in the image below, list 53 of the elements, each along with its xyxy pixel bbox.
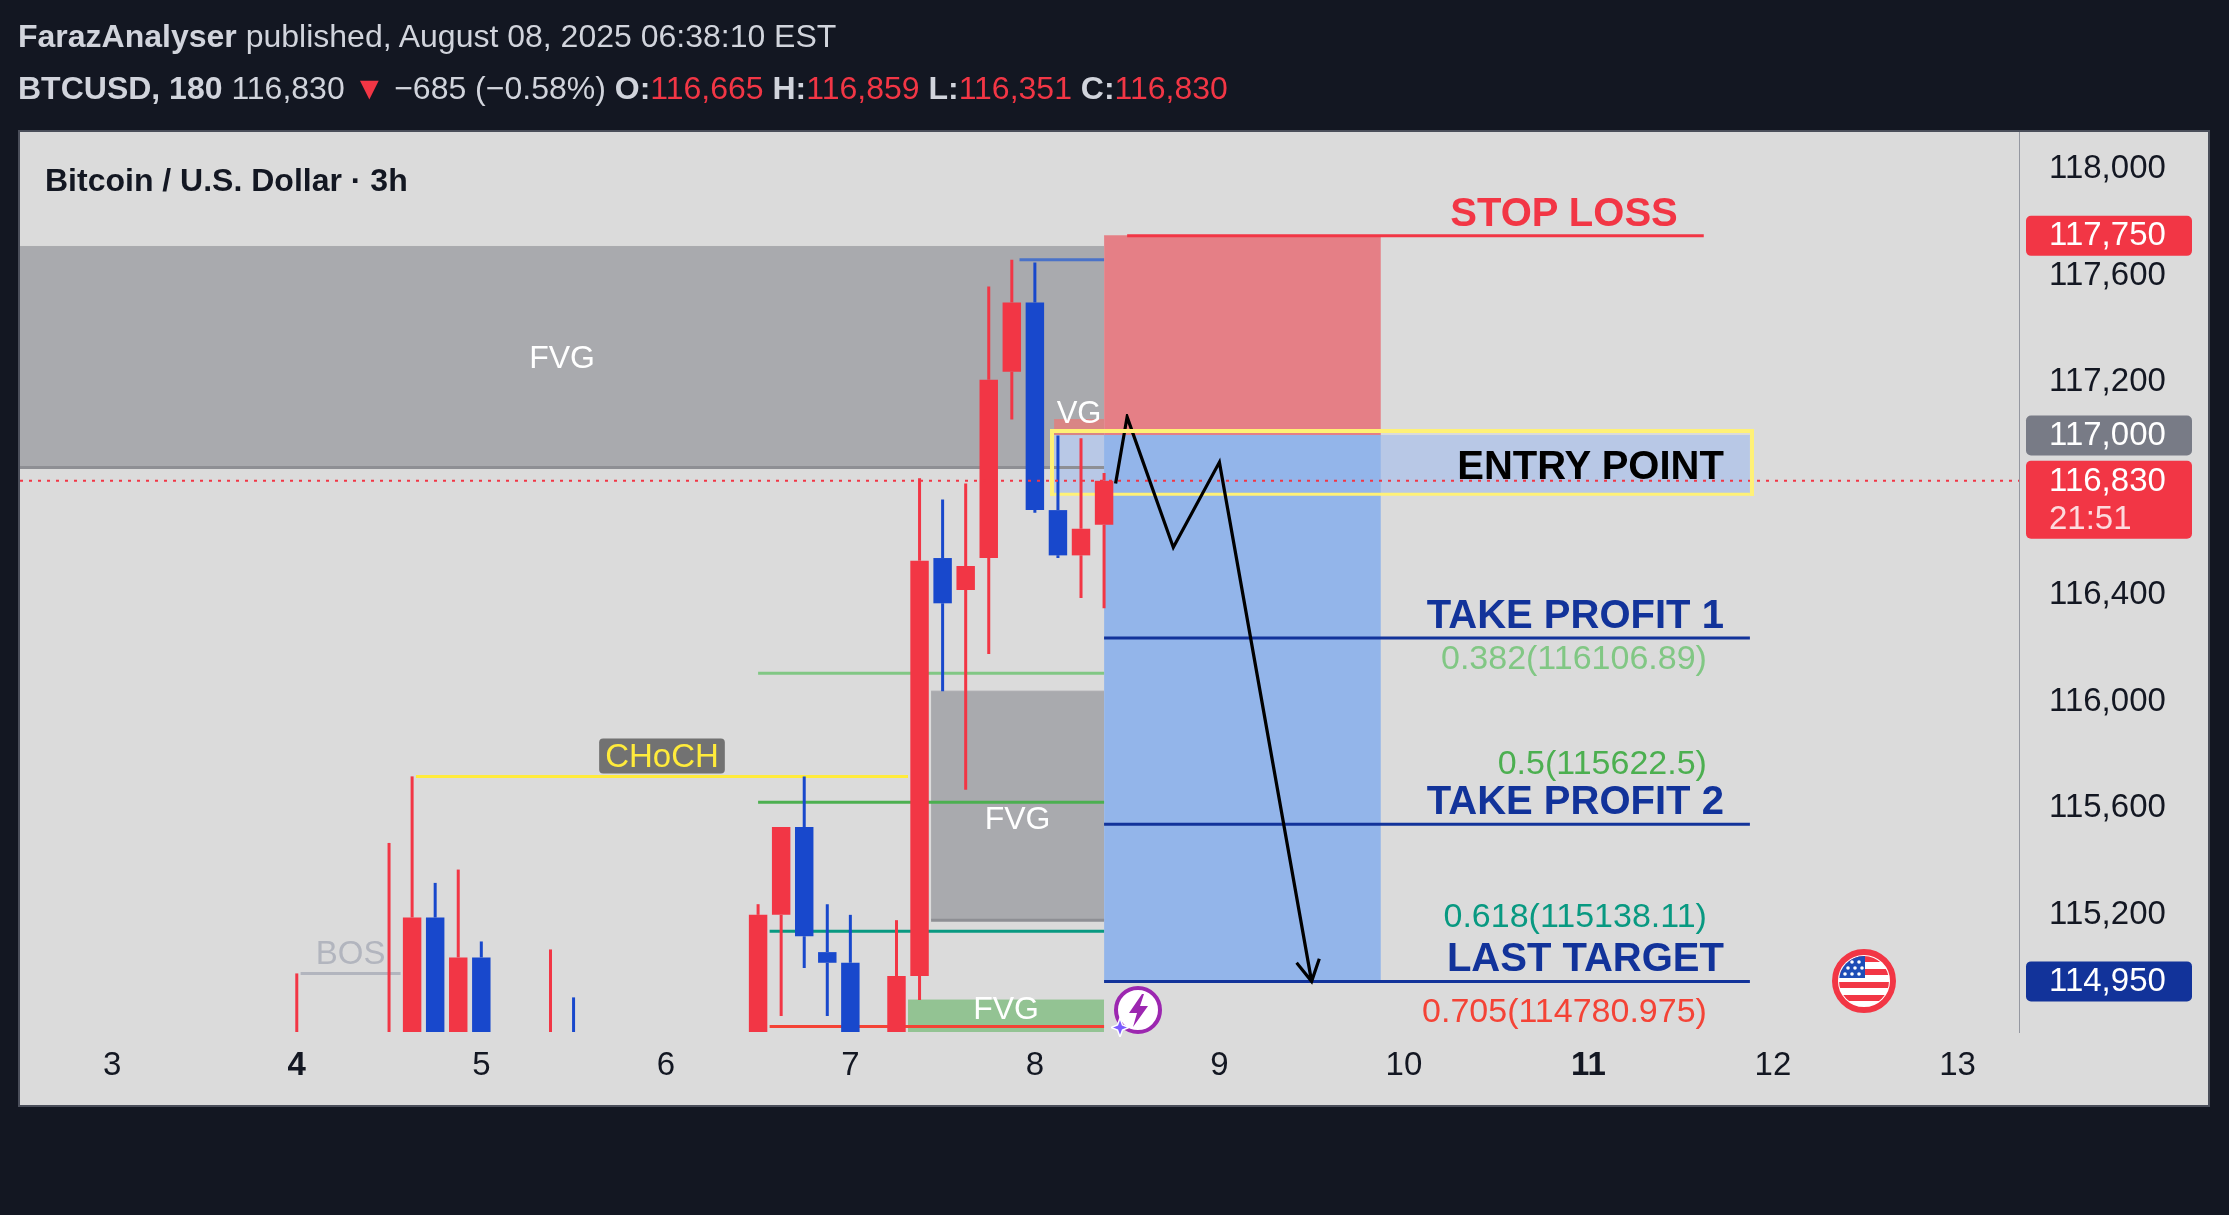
series-label: FVG (984, 799, 1051, 836)
candlestick (841, 914, 860, 1032)
y-tick-label: 116,400 (2049, 574, 2166, 612)
x-tick-label: 8 (1025, 1044, 1045, 1082)
candlestick (1025, 262, 1045, 513)
candlestick (795, 776, 814, 969)
candlestick (887, 920, 906, 1032)
x-tick-label: 12 (1754, 1044, 1792, 1082)
candlestick (1002, 259, 1022, 420)
candlestick (771, 826, 791, 1017)
text: Bitcoin / U.S. Dollar · 3h (45, 162, 408, 199)
candlestick (472, 941, 491, 1032)
text: 0.5(115622.5) (1497, 743, 1707, 782)
x-tick-label: 10 (1385, 1044, 1423, 1082)
ref-line-label: 116,830 (2049, 460, 2166, 498)
x-tick-label: 11 (1571, 1044, 1606, 1082)
x-tick-label: 13 (1939, 1044, 1976, 1082)
y-tick-label: 117,750 (2049, 214, 2166, 252)
series-label: ENTRY POINT (1457, 442, 1724, 487)
series-label: LAST TARGET (1446, 935, 1724, 980)
x-tick-label: 9 (1210, 1044, 1229, 1082)
y-tick-label: 117,200 (2049, 361, 2166, 399)
candlestick (402, 776, 422, 1032)
y-tick-label: 114,950 (2049, 960, 2166, 998)
candlestick (748, 904, 768, 1032)
series-label: TAKE PROFIT 1 (1426, 591, 1724, 636)
series-label: FVG (529, 339, 595, 375)
x-tick-label: 4 (287, 1044, 307, 1082)
x-tick-label: 5 (472, 1044, 491, 1082)
candlestick (425, 882, 445, 1032)
y-tick-label: 115,600 (2049, 787, 2166, 825)
candlestick (933, 499, 952, 692)
x-tick-label: 3 (103, 1044, 122, 1082)
y-tick-label: 115,200 (2049, 893, 2166, 931)
candlestick (1048, 435, 1068, 559)
series-label: FVG (973, 990, 1039, 1027)
x-tick-label: 7 (841, 1044, 860, 1082)
text: FarazAnalyser published, August 08, 2025 06:38:10 EST (18, 18, 837, 54)
text: 21:51 (2049, 498, 2132, 536)
y-tick-label: 117,000 (2049, 414, 2166, 452)
series-label: VG (1056, 394, 1102, 430)
text: BTCUSD, 180 116,830 ▼ −685 (−0.58%) O:116,665 H:116,859 L:116,351 C:116,830 (18, 70, 1228, 106)
text: 0.618(115138.11) (1443, 896, 1707, 935)
text: 0.382(116106.89) (1440, 638, 1707, 677)
candlestick (818, 904, 837, 1017)
x-tick-label: 6 (656, 1044, 676, 1082)
series-label: CHoCH (605, 737, 719, 775)
y-tick-label: 118,000 (2049, 148, 2166, 186)
text: 0.705(114780.975) (1422, 991, 1707, 1030)
y-tick-label: 117,600 (2049, 254, 2166, 292)
series-label: STOP LOSS (1450, 189, 1678, 234)
candlestick (449, 869, 468, 1032)
y-tick-label: 116,000 (2049, 680, 2166, 718)
